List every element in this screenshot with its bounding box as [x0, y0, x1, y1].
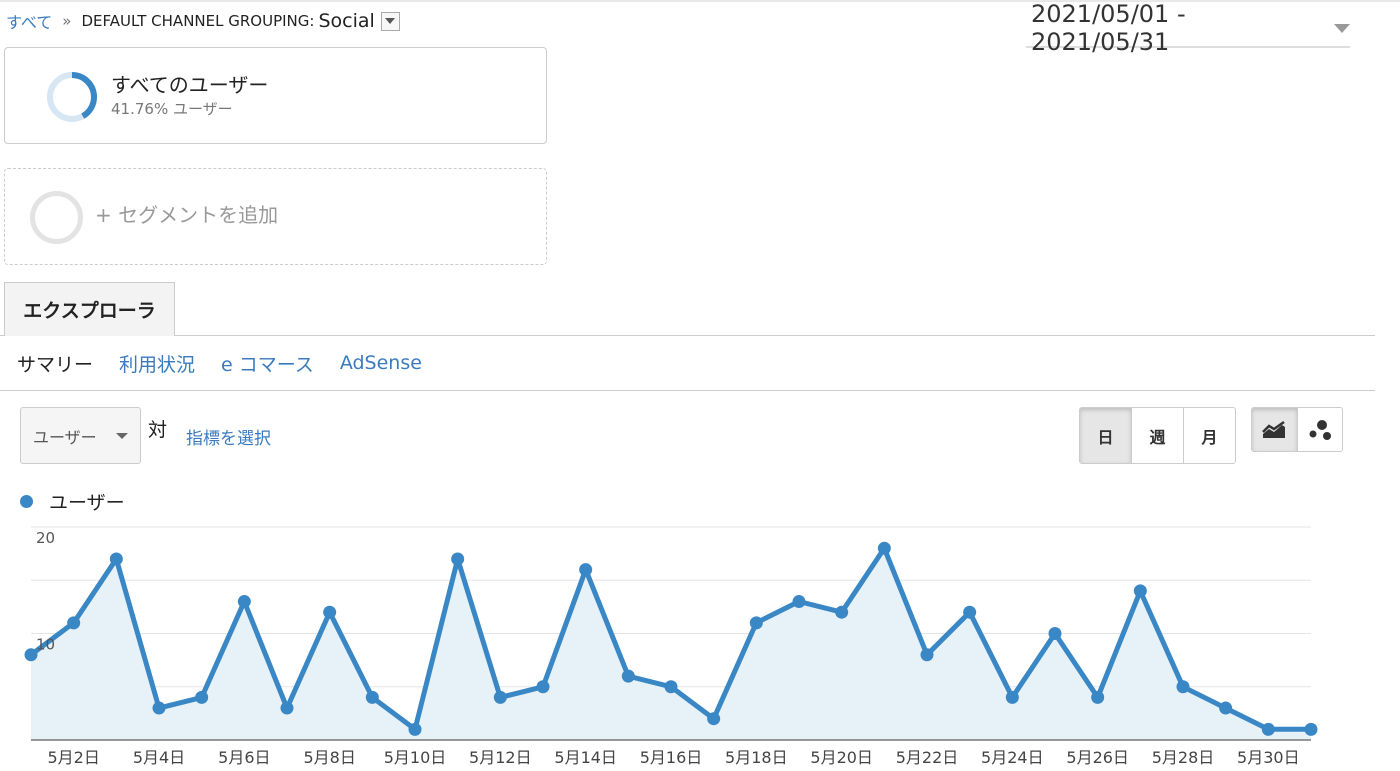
top-border: [0, 0, 1400, 2]
data-point-3[interactable]: [109, 552, 123, 566]
data-point-23[interactable]: [963, 605, 977, 619]
data-point-11[interactable]: [451, 552, 465, 566]
x-tick-label: 5月16日: [640, 748, 703, 767]
data-point-16[interactable]: [664, 680, 678, 694]
segment-subtitle: 41.76% ユーザー: [111, 100, 233, 118]
data-point-28[interactable]: [1176, 680, 1190, 694]
tab-divider: [0, 335, 1375, 336]
x-tick-label: 5月18日: [725, 748, 788, 767]
x-tick-label: 5月6日: [218, 748, 270, 767]
data-point-6[interactable]: [237, 595, 251, 609]
subtab-divider: [0, 390, 1375, 391]
data-point-22[interactable]: [920, 648, 934, 662]
chevron-down-icon: [116, 433, 128, 439]
breadcrumb: すべて » DEFAULT CHANNEL GROUPING: Social: [6, 8, 400, 34]
data-point-2[interactable]: [67, 616, 81, 630]
data-point-1[interactable]: [24, 648, 38, 662]
x-tick-label: 5月14日: [554, 748, 617, 767]
data-point-25[interactable]: [1048, 627, 1062, 640]
segment-title: すべてのユーザー: [111, 73, 269, 97]
metric-select-value: ユーザー: [33, 427, 97, 447]
chart-type-toggle: [1251, 407, 1343, 452]
x-tick-label: 5月4日: [133, 748, 185, 767]
data-point-29[interactable]: [1219, 701, 1233, 715]
period-week-button[interactable]: 週: [1132, 408, 1184, 463]
date-range-picker[interactable]: 2021/05/01 - 2021/05/31: [1026, 0, 1350, 56]
caret-down-icon: [1334, 23, 1350, 33]
period-toggle: 日 週 月: [1079, 407, 1236, 464]
line-chart-icon: [1262, 420, 1286, 438]
add-segment-button[interactable]: + セグメントを追加: [4, 168, 547, 265]
data-point-7[interactable]: [280, 701, 294, 715]
chart-legend: ユーザー: [20, 488, 125, 515]
bubble-chart-icon: [1309, 419, 1331, 440]
breadcrumb-separator: »: [62, 12, 72, 30]
data-point-27[interactable]: [1133, 584, 1147, 598]
data-point-17[interactable]: [707, 712, 721, 726]
tab-explorer[interactable]: エクスプローラ: [4, 282, 175, 336]
metric-select[interactable]: ユーザー: [20, 407, 141, 464]
data-point-4[interactable]: [152, 701, 166, 715]
breadcrumb-root-link[interactable]: すべて: [6, 13, 53, 32]
data-point-26[interactable]: [1091, 690, 1105, 704]
data-point-9[interactable]: [365, 690, 379, 704]
data-point-19[interactable]: [792, 595, 806, 609]
x-tick-label: 5月10日: [384, 748, 447, 767]
data-point-14[interactable]: [579, 563, 593, 577]
segment-card-all-users[interactable]: すべてのユーザー 41.76% ユーザー: [4, 47, 547, 144]
breadcrumb-value: Social: [318, 10, 375, 32]
x-tick-labels: 5月2日 5月4日 5月6日 5月8日 5月10日 5月12日 5月14日 5月16日 5月18…: [47, 748, 1299, 767]
add-segment-label: + セグメントを追加: [95, 203, 279, 227]
x-tick-label: 5月2日: [47, 748, 99, 767]
x-tick-label: 5月20日: [810, 748, 873, 767]
date-range-text: 2021/05/01 - 2021/05/31: [1031, 0, 1186, 56]
bubble-chart-button[interactable]: [1298, 408, 1343, 451]
x-tick-label: 5月22日: [896, 748, 959, 767]
legend-label: ユーザー: [49, 492, 125, 514]
x-tick-label: 5月30日: [1237, 748, 1300, 767]
data-point-8[interactable]: [323, 605, 337, 619]
data-point-24[interactable]: [1005, 690, 1019, 704]
x-tick-label: 5月28日: [1152, 748, 1215, 767]
data-point-12[interactable]: [493, 690, 507, 704]
legend-dot-icon: [20, 495, 33, 508]
x-tick-label: 5月26日: [1066, 748, 1129, 767]
series-area: [31, 548, 1311, 740]
x-tick-label: 5月24日: [981, 748, 1044, 767]
breadcrumb-dropdown-button[interactable]: [380, 11, 400, 31]
subtab-ecommerce[interactable]: e コマース: [221, 353, 314, 376]
data-point-18[interactable]: [749, 616, 763, 630]
segment-donut-icon: [47, 72, 97, 122]
explorer-subtabs: サマリー 利用状況 e コマース AdSense: [17, 349, 448, 377]
data-point-30[interactable]: [1261, 722, 1275, 736]
line-chart-button[interactable]: [1252, 408, 1298, 451]
y-tick-label: 10: [36, 636, 55, 654]
x-tick-label: 5月12日: [469, 748, 532, 767]
empty-segment-ring-icon: [30, 191, 83, 244]
period-day-button[interactable]: 日: [1080, 408, 1132, 463]
data-point-5[interactable]: [195, 690, 209, 704]
breadcrumb-dimension: DEFAULT CHANNEL GROUPING:: [81, 12, 315, 30]
data-point-13[interactable]: [536, 680, 550, 694]
data-point-10[interactable]: [408, 722, 422, 736]
data-points: [24, 541, 1318, 736]
y-tick-label: 20: [36, 529, 55, 547]
data-point-15[interactable]: [621, 669, 635, 683]
data-point-31[interactable]: [1304, 722, 1318, 736]
vs-label: 対: [148, 419, 168, 441]
subtab-usage[interactable]: 利用状況: [119, 353, 196, 376]
data-point-20[interactable]: [835, 605, 849, 619]
data-point-21[interactable]: [877, 541, 891, 555]
chevron-down-icon: [385, 18, 396, 24]
subtab-summary[interactable]: サマリー: [17, 353, 94, 376]
select-metric-link[interactable]: 指標を選択: [186, 429, 271, 449]
period-month-button[interactable]: 月: [1201, 427, 1218, 447]
subtab-adsense[interactable]: AdSense: [339, 352, 422, 374]
x-tick-label: 5月8日: [303, 748, 355, 767]
